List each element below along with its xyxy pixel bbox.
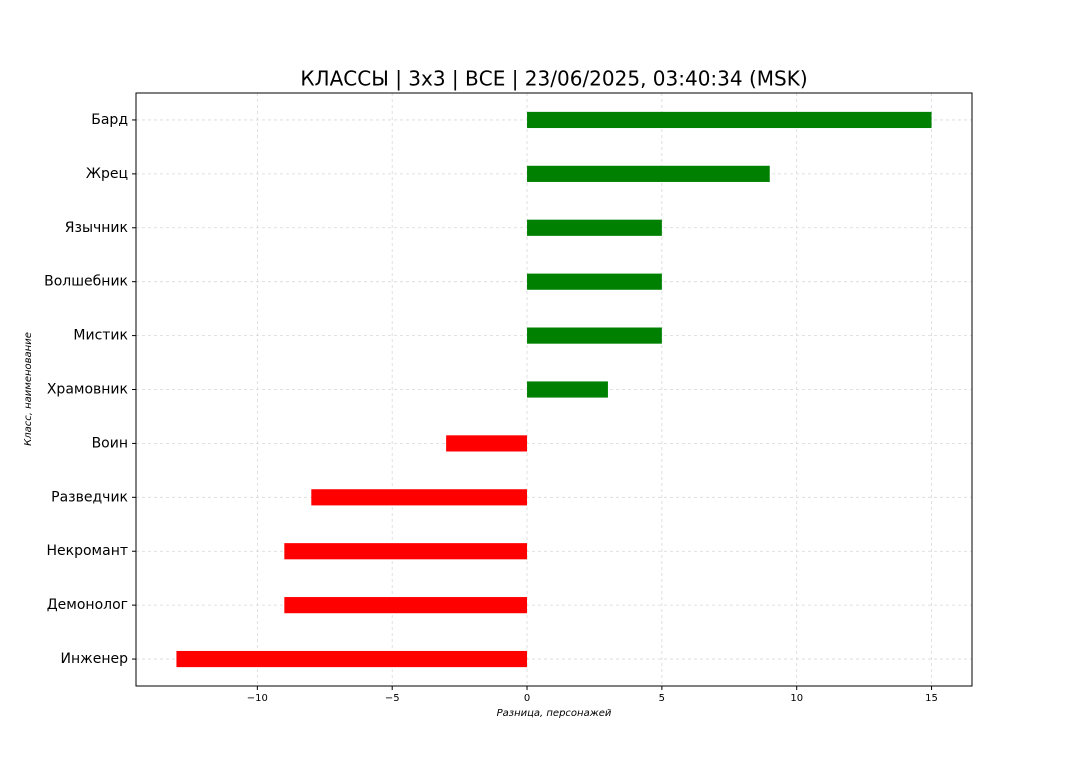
x-tick-label: 10 xyxy=(790,693,803,704)
y-tick-label: Жрец xyxy=(86,166,128,182)
y-axis-label: Класс, наименование xyxy=(23,332,34,446)
x-tick-label: 15 xyxy=(925,693,938,704)
y-tick-label: Волшебник xyxy=(44,274,128,290)
plot-frame xyxy=(135,92,973,687)
y-tick-label: Воин xyxy=(92,435,128,451)
y-tick-label: Некромант xyxy=(47,543,129,559)
bar xyxy=(527,219,662,236)
bar xyxy=(311,489,528,506)
chart-title: КЛАССЫ | 3x3 | ВСЕ | 23/06/2025, 03:40:3… xyxy=(300,67,807,91)
bar xyxy=(527,327,662,344)
bar xyxy=(527,165,770,182)
bar xyxy=(527,111,932,129)
bar xyxy=(527,273,662,290)
bar xyxy=(284,543,528,560)
bar xyxy=(527,381,608,398)
y-tick-label: Демонолог xyxy=(47,597,128,613)
x-axis-label: Разница, персонажей xyxy=(497,708,612,719)
bar xyxy=(284,597,528,614)
y-tick-label: Разведчик xyxy=(51,489,128,505)
y-tick-label: Язычник xyxy=(65,220,128,236)
x-tick-label: −5 xyxy=(385,693,400,704)
y-tick-label: Инженер xyxy=(60,651,128,667)
y-tick-label: Храмовник xyxy=(47,382,128,398)
x-tick-label: 5 xyxy=(659,693,665,704)
y-tick-label: Бард xyxy=(91,112,128,128)
bar xyxy=(176,650,528,668)
y-tick-label: Мистик xyxy=(73,328,128,344)
bar xyxy=(446,435,528,452)
x-tick-label: 0 xyxy=(524,693,530,704)
x-tick-label: −10 xyxy=(247,693,268,704)
